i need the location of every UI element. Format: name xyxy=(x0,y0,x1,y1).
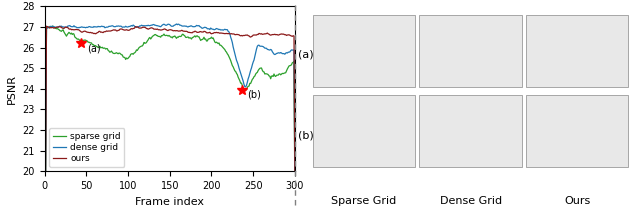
sparse grid xyxy=(239,84,246,87)
Text: (a): (a) xyxy=(87,43,101,53)
Text: Ours: Ours xyxy=(564,196,590,206)
sparse grid xyxy=(273,74,281,76)
dense grid xyxy=(212,27,220,30)
ours xyxy=(143,27,150,30)
dense grid xyxy=(273,52,281,55)
dense grid xyxy=(142,24,150,27)
ours xyxy=(253,34,260,36)
dense grid xyxy=(239,77,246,79)
ours xyxy=(239,35,246,37)
Y-axis label: PSNR: PSNR xyxy=(7,74,17,104)
ours xyxy=(43,25,51,27)
Text: (b): (b) xyxy=(298,130,314,140)
sparse grid xyxy=(151,33,159,36)
sparse grid xyxy=(212,41,220,43)
dense grid xyxy=(253,48,260,50)
sparse grid xyxy=(49,25,56,27)
Line: ours: ours xyxy=(45,26,295,209)
Text: Dense Grid: Dense Grid xyxy=(440,196,502,206)
dense grid xyxy=(173,23,180,25)
Text: (a): (a) xyxy=(298,50,314,60)
Text: Sparse Grid: Sparse Grid xyxy=(332,196,397,206)
sparse grid xyxy=(143,41,150,44)
ours xyxy=(291,172,299,174)
ours xyxy=(273,33,281,36)
Text: (b): (b) xyxy=(247,90,261,100)
ours xyxy=(212,31,220,34)
Line: dense grid: dense grid xyxy=(45,24,295,209)
dense grid xyxy=(150,23,158,26)
Legend: sparse grid, dense grid, ours: sparse grid, dense grid, ours xyxy=(49,128,124,167)
X-axis label: Frame index: Frame index xyxy=(135,197,204,207)
ours xyxy=(151,28,159,30)
dense grid xyxy=(291,182,299,185)
sparse grid xyxy=(253,72,260,74)
Line: sparse grid: sparse grid xyxy=(45,26,295,209)
sparse grid xyxy=(291,191,299,193)
